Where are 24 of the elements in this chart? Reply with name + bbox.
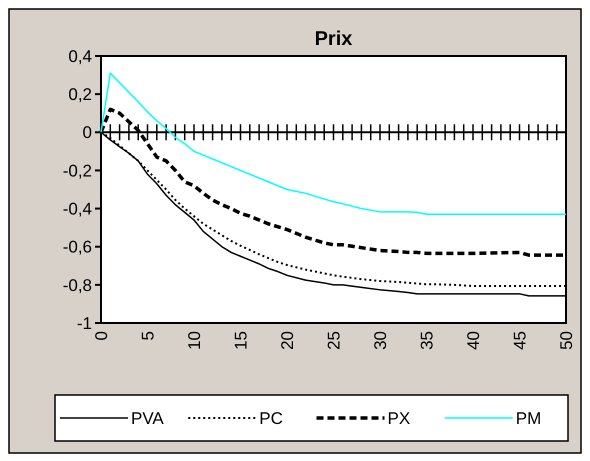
y-tick-label: -0,2 bbox=[62, 161, 92, 180]
x-tick-label: 5 bbox=[138, 331, 158, 340]
legend-label: PC bbox=[259, 408, 283, 428]
x-tick-label: 45 bbox=[510, 331, 530, 350]
x-tick-label: 35 bbox=[417, 331, 436, 350]
x-tick-label: 15 bbox=[231, 331, 250, 350]
chart-title: Prix bbox=[314, 28, 352, 50]
y-tick-label: 0,4 bbox=[68, 46, 92, 66]
y-tick-label: 0 bbox=[82, 123, 92, 142]
y-tick-label: -0,4 bbox=[62, 200, 92, 219]
legend-label: PVA bbox=[131, 408, 164, 428]
x-tick-label: 25 bbox=[324, 331, 344, 350]
x-tick-label: 50 bbox=[556, 331, 576, 350]
x-tick-label: 10 bbox=[184, 331, 204, 350]
x-tick-label: 0 bbox=[92, 331, 111, 340]
y-tick-label: -0,6 bbox=[62, 238, 92, 257]
y-tick-label: -0,8 bbox=[62, 276, 92, 295]
legend-label: PM bbox=[516, 408, 542, 428]
y-tick-label: -1 bbox=[76, 314, 92, 333]
x-tick-label: 40 bbox=[464, 331, 483, 350]
legend-label: PX bbox=[388, 408, 410, 428]
x-tick-label: 30 bbox=[370, 331, 390, 350]
x-tick-label: 20 bbox=[278, 331, 297, 350]
y-tick-label: 0,2 bbox=[68, 85, 92, 104]
